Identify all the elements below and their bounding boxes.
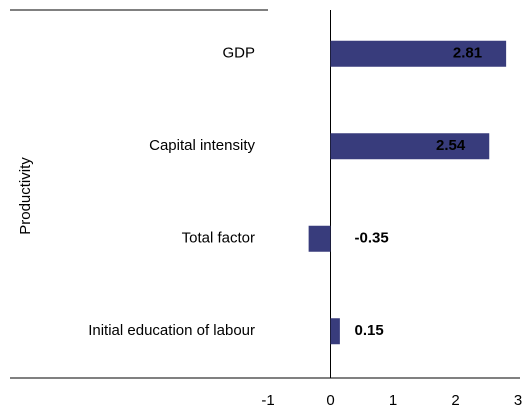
y-tick-label: Capital intensity — [149, 137, 255, 154]
value-label: 2.54 — [436, 137, 466, 154]
x-tick-label: 0 — [326, 392, 334, 409]
bar — [330, 40, 507, 67]
bar — [330, 318, 340, 345]
y-axis-label: Productivity — [17, 157, 34, 235]
y-tick-label: Total factor — [182, 230, 255, 247]
y-tick-label: Initial education of labour — [88, 322, 255, 339]
bar — [330, 133, 490, 160]
value-label: 0.15 — [355, 322, 384, 339]
value-label: -0.35 — [355, 230, 389, 247]
y-tick-label: GDP — [222, 45, 255, 62]
x-tick-label: 3 — [514, 392, 522, 409]
value-label: 2.81 — [453, 45, 482, 62]
x-tick-label: 1 — [389, 392, 397, 409]
x-tick-label: 2 — [451, 392, 459, 409]
bar — [308, 225, 331, 252]
x-tick-label: -1 — [261, 392, 274, 409]
